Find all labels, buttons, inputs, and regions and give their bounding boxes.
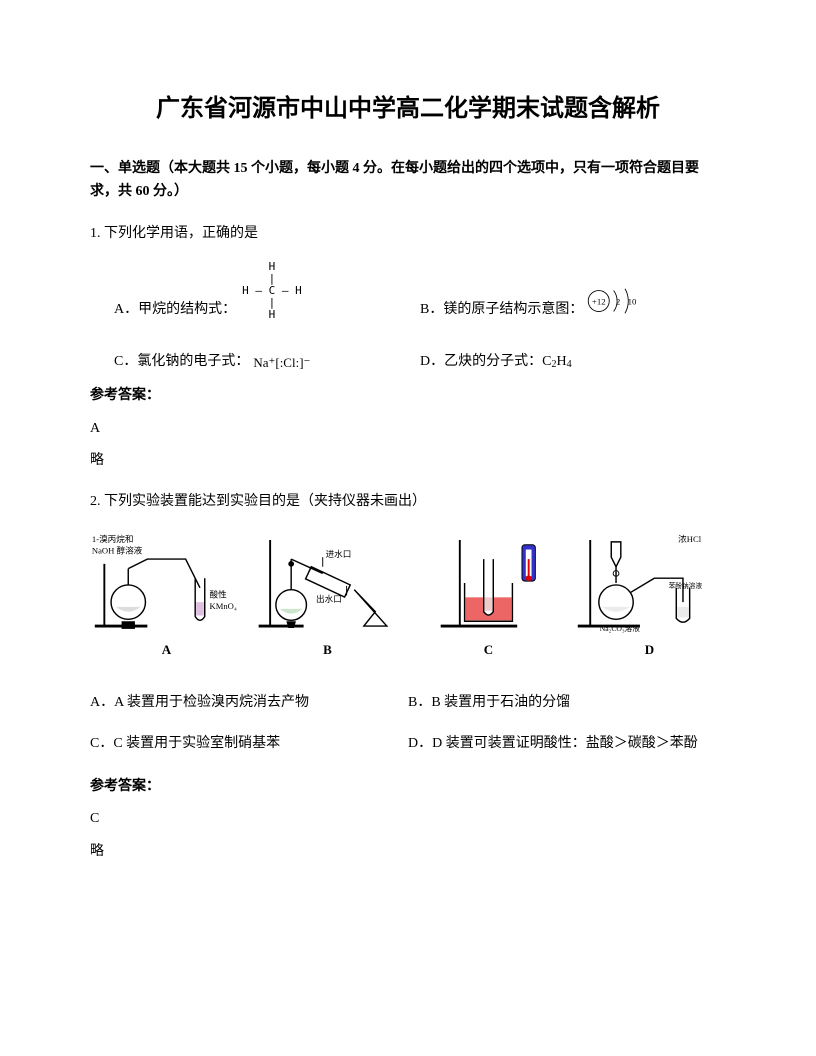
q1-option-b: B．镁的原子结构示意图： +12 2 10 (420, 281, 726, 321)
svg-text:2: 2 (616, 297, 620, 307)
apparatus-b-icon: 进水口 出水口 (251, 528, 404, 638)
page-title: 广东省河源市中山中学高二化学期末试题含解析 (90, 90, 726, 128)
svg-text:苯酚钠溶液: 苯酚钠溶液 (669, 581, 703, 590)
svg-text:1-溴丙烷和: 1-溴丙烷和 (92, 533, 134, 544)
q1-option-d: D．乙炔的分子式：C2H4 (420, 351, 726, 373)
apparatus-d-icon: 浓HCl Na₂CO₃溶液 苯酚钠溶液 (573, 528, 726, 638)
apparatus-d-label: D (645, 640, 654, 661)
q2-text: 2. 下列实验装置能达到实验目的是（夹持仪器未画出） (90, 491, 726, 513)
nacl-formula: Na⁺[:Cl:]⁻ (253, 353, 310, 374)
apparatus-a: 1-溴丙烷和 NaOH 醇溶液 酸性 KMnO₄ A (90, 528, 243, 661)
apparatus-b-label: B (323, 640, 332, 661)
svg-text:Na₂CO₃溶液: Na₂CO₃溶液 (600, 623, 640, 633)
q1-optD-sub2: 4 (567, 357, 572, 373)
apparatus-c-icon (412, 528, 565, 638)
section-header: 一、单选题（本大题共 15 个小题，每小题 4 分。在每小题给出的四个选项中，只… (90, 158, 726, 203)
q2-option-d: D．D 装置可装置证明酸性：盐酸＞碳酸＞苯酚 (408, 727, 726, 761)
q1-note: 略 (90, 450, 726, 472)
q2-option-b: B．B 装置用于石油的分馏 (408, 686, 726, 720)
apparatus-c-label: C (484, 640, 493, 661)
q1-answer: A (90, 418, 726, 440)
question-2: 2. 下列实验装置能达到实验目的是（夹持仪器未画出） 1-溴丙烷和 NaOH 醇… (90, 491, 726, 864)
q1-option-c: C．氯化钠的电子式： Na⁺[:Cl:]⁻ (114, 351, 420, 373)
svg-text:KMnO₄: KMnO₄ (210, 601, 237, 611)
q2-option-a: A．A 装置用于检验溴丙烷消去产物 (90, 686, 408, 720)
apparatus-b: 进水口 出水口 B (251, 528, 404, 661)
apparatus-a-label: A (162, 640, 171, 661)
q1-row2: C．氯化钠的电子式： Na⁺[:Cl:]⁻ D．乙炔的分子式：C2H4 (90, 351, 726, 373)
q2-answer: C (90, 808, 726, 830)
q1-optD-mid: H (556, 351, 566, 373)
svg-text:+12: +12 (592, 297, 606, 307)
apparatus-c: C (412, 528, 565, 661)
methane-l4: | (269, 296, 276, 309)
apparatus-a-icon: 1-溴丙烷和 NaOH 醇溶液 酸性 KMnO₄ (90, 528, 243, 638)
methane-formula-icon: H | H — C — H | H (242, 261, 302, 321)
methane-l3: H — C — H (242, 284, 302, 297)
q1-answer-label: 参考答案： (90, 385, 726, 407)
apparatus-row: 1-溴丙烷和 NaOH 醇溶液 酸性 KMnO₄ A (90, 528, 726, 661)
q1-optA-label: A．甲烷的结构式： (114, 299, 236, 321)
question-1: 1. 下列化学用语，正确的是 A．甲烷的结构式： H | H — C — H |… (90, 223, 726, 472)
q2-option-c: C．C 装置用于实验室制硝基苯 (90, 727, 408, 761)
q2-answer-label: 参考答案： (90, 776, 726, 798)
svg-text:浓HCl: 浓HCl (678, 534, 702, 544)
svg-text:NaOH 醇溶液: NaOH 醇溶液 (92, 544, 143, 555)
q1-text: 1. 下列化学用语，正确的是 (90, 223, 726, 245)
q1-optD-prefix: D．乙炔的分子式：C (420, 351, 551, 373)
q2-options: A．A 装置用于检验溴丙烷消去产物 B．B 装置用于石油的分馏 C．C 装置用于… (90, 686, 726, 761)
svg-text:出水口: 出水口 (316, 593, 342, 604)
q1-option-a: A．甲烷的结构式： H | H — C — H | H (114, 261, 420, 321)
apparatus-d: 浓HCl Na₂CO₃溶液 苯酚钠溶液 D (573, 528, 726, 661)
svg-text:酸性: 酸性 (210, 588, 228, 599)
mg-atom-icon: +12 2 10 (583, 281, 653, 321)
q1-optB-label: B．镁的原子结构示意图： (420, 299, 583, 321)
q2-note: 略 (90, 841, 726, 863)
svg-text:进水口: 进水口 (326, 548, 352, 559)
methane-l1: H (269, 260, 276, 273)
q1-row1: A．甲烷的结构式： H | H — C — H | H B．镁的原子结构示意图：… (90, 261, 726, 321)
svg-text:10: 10 (628, 297, 637, 307)
methane-l2: | (269, 272, 276, 285)
methane-l5: H (269, 308, 276, 321)
q1-optC-label: C．氯化钠的电子式： (114, 351, 249, 373)
